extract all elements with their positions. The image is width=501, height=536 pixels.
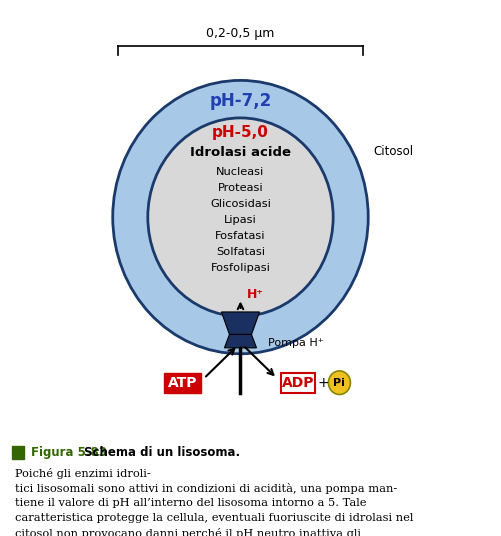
Text: Proteasi: Proteasi bbox=[217, 183, 264, 192]
Text: Figura 5.83: Figura 5.83 bbox=[31, 446, 107, 459]
Polygon shape bbox=[221, 312, 260, 334]
Text: ATP: ATP bbox=[168, 376, 197, 390]
Text: Citosol: Citosol bbox=[373, 145, 413, 158]
Text: Pompa H⁺: Pompa H⁺ bbox=[268, 338, 324, 347]
Text: tici lisosomali sono attivi in condizioni di acidità, una pompa man-: tici lisosomali sono attivi in condizion… bbox=[15, 483, 397, 494]
FancyBboxPatch shape bbox=[282, 373, 315, 392]
FancyBboxPatch shape bbox=[164, 373, 201, 392]
Circle shape bbox=[329, 371, 350, 394]
Text: pH-5,0: pH-5,0 bbox=[212, 125, 269, 140]
Text: pH-7,2: pH-7,2 bbox=[209, 92, 272, 110]
Text: Nucleasi: Nucleasi bbox=[216, 167, 265, 176]
Text: Fosfatasi: Fosfatasi bbox=[215, 231, 266, 241]
Text: Solfatasi: Solfatasi bbox=[216, 247, 265, 257]
Text: Poiché gli enzimi idroli-: Poiché gli enzimi idroli- bbox=[15, 468, 151, 479]
Text: H⁺: H⁺ bbox=[246, 288, 264, 301]
Text: Glicosidasi: Glicosidasi bbox=[210, 199, 271, 209]
Text: +: + bbox=[318, 376, 329, 390]
Text: Fosfolipasi: Fosfolipasi bbox=[210, 263, 271, 273]
Text: 0,2-0,5 μm: 0,2-0,5 μm bbox=[206, 27, 275, 40]
FancyBboxPatch shape bbox=[12, 446, 24, 459]
Text: caratteristica protegge la cellula, eventuali fuoriuscite di idrolasi nel: caratteristica protegge la cellula, even… bbox=[15, 513, 413, 523]
Text: tiene il valore di pH all’interno del lisosoma intorno a 5. Tale: tiene il valore di pH all’interno del li… bbox=[15, 498, 367, 508]
Text: Schema di un lisosoma.: Schema di un lisosoma. bbox=[84, 446, 240, 459]
Text: ADP: ADP bbox=[282, 376, 314, 390]
Text: Lipasi: Lipasi bbox=[224, 215, 257, 225]
Polygon shape bbox=[224, 334, 257, 348]
Circle shape bbox=[148, 118, 333, 316]
Text: Pi: Pi bbox=[334, 378, 345, 388]
Text: citosol non provocano danni perché il pH neutro inattiva gli: citosol non provocano danni perché il pH… bbox=[15, 528, 361, 536]
Circle shape bbox=[113, 80, 368, 354]
Text: Idrolasi acide: Idrolasi acide bbox=[190, 146, 291, 159]
